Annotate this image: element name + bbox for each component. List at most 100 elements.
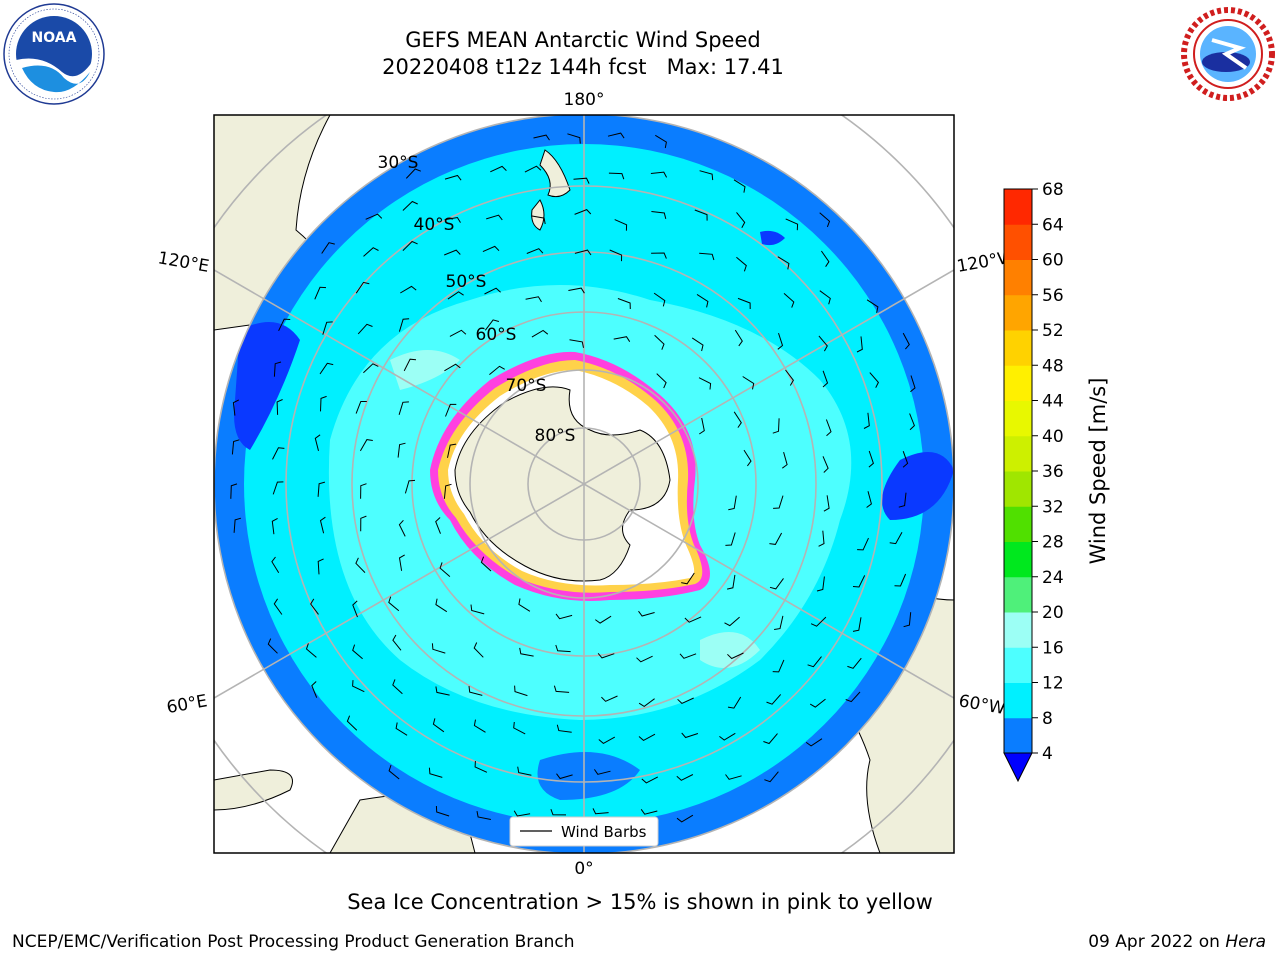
wind-barb [640, 809, 658, 815]
wind-barb [474, 760, 488, 773]
wind-barb [514, 685, 528, 697]
wind-barb [681, 732, 699, 739]
wind-barb [231, 439, 240, 455]
wind-barb [805, 738, 823, 747]
colorbar-tick-label: 8 [1042, 709, 1053, 729]
wind-barb [810, 616, 827, 627]
wind-barb [432, 718, 445, 733]
wind-barb [910, 375, 916, 393]
wind-barb [405, 168, 421, 179]
wind-barb [651, 211, 667, 220]
wind-barb [852, 575, 866, 588]
wind-barb [777, 332, 784, 350]
wind-barb [734, 329, 743, 347]
wind-barb [725, 532, 736, 546]
wind-barb [346, 715, 358, 731]
wind-barb [818, 335, 828, 352]
map-frame [213, 114, 955, 854]
wind-barb [676, 814, 694, 823]
wind-barb [360, 515, 367, 532]
wind-barb [903, 612, 912, 628]
colorbar-segment [1004, 471, 1032, 507]
wind-barb [691, 337, 704, 352]
wind-barb [902, 332, 910, 350]
wind-barbs-legend: Wind Barbs [509, 816, 659, 847]
colorbar-segment [1004, 435, 1032, 472]
wind-barb [319, 516, 326, 534]
wind-barb [533, 134, 550, 141]
wind-barb [898, 492, 907, 508]
wind-barb [388, 596, 400, 612]
colorbar-segment [1004, 506, 1032, 542]
forecast-run: 20220408 t12z 144h fcst [382, 55, 647, 79]
wind-barb [555, 613, 573, 620]
legend-label: Wind Barbs [561, 823, 647, 841]
wind-barb [447, 291, 464, 300]
wind-barb [567, 133, 581, 144]
wind-barb [556, 724, 572, 733]
wind-barb [435, 686, 450, 696]
wind-barb [360, 483, 367, 499]
wind-barb [480, 556, 492, 572]
wind-barb [573, 177, 590, 184]
colorbar-segment [1004, 647, 1032, 683]
colorbar-tick-label: 20 [1042, 603, 1064, 623]
colorbar-tick-label: 4 [1042, 744, 1053, 764]
colorbar-tick-label: 64 [1042, 215, 1064, 235]
wind-barb [404, 479, 416, 494]
wind-barb [518, 598, 531, 612]
wind-barb [638, 610, 655, 617]
wind-barb [617, 298, 631, 310]
wind-barb [398, 519, 406, 537]
footer-credit: NCEP/EMC/Verification Post Processing Pr… [12, 932, 575, 952]
wind-barb [866, 299, 879, 313]
wind-barb [696, 293, 709, 308]
wind-barb [556, 773, 573, 780]
wind-barb [736, 256, 747, 272]
wind-barb [868, 450, 874, 468]
wind-barb [403, 358, 417, 372]
wind-barb [445, 403, 457, 417]
wind-barb [444, 216, 461, 223]
wind-barb [352, 680, 365, 693]
wind-barb [473, 719, 486, 733]
footer-date: 09 Apr 2022 on Hera [1088, 932, 1266, 952]
wind-barb [311, 681, 318, 698]
wind-barb [439, 562, 451, 577]
wind-barb [816, 576, 825, 592]
colorbar-segment [1004, 541, 1032, 578]
wind-barb [484, 319, 500, 331]
wind-barb [785, 218, 799, 231]
antarctica-land [454, 386, 671, 582]
wind-barb [733, 179, 746, 193]
wind-barb [513, 810, 531, 817]
footer-host: Hera [1225, 932, 1266, 952]
wind-barb [677, 697, 694, 704]
wind-barb [725, 774, 742, 780]
wind-barb [395, 722, 408, 736]
wind-barb [598, 736, 616, 745]
wind-barb [355, 401, 367, 414]
sea-ice-caption: Sea Ice Concentration > 15% is shown in … [347, 890, 933, 914]
noaa-logo: NOAA [3, 3, 105, 105]
wind-barb [737, 297, 751, 310]
wind-barb [823, 495, 830, 512]
wind-barb [398, 401, 409, 415]
wind-barb [719, 732, 736, 741]
wind-barb [636, 655, 653, 663]
wind-barb [400, 285, 417, 294]
wind-barb [524, 165, 542, 173]
wind-barb [470, 604, 485, 615]
wind-barb [435, 598, 448, 613]
wind-barb [310, 598, 319, 615]
lat-label-80s: 80°S [535, 426, 576, 446]
wind-barb [902, 451, 909, 468]
wind-barb [772, 418, 780, 434]
wind-barb [473, 642, 484, 658]
wind-barb [819, 290, 831, 305]
wind-barb [894, 573, 907, 587]
wind-barb [272, 447, 285, 460]
lon-label-180: 180° [564, 90, 605, 110]
wind-barb [857, 537, 869, 551]
